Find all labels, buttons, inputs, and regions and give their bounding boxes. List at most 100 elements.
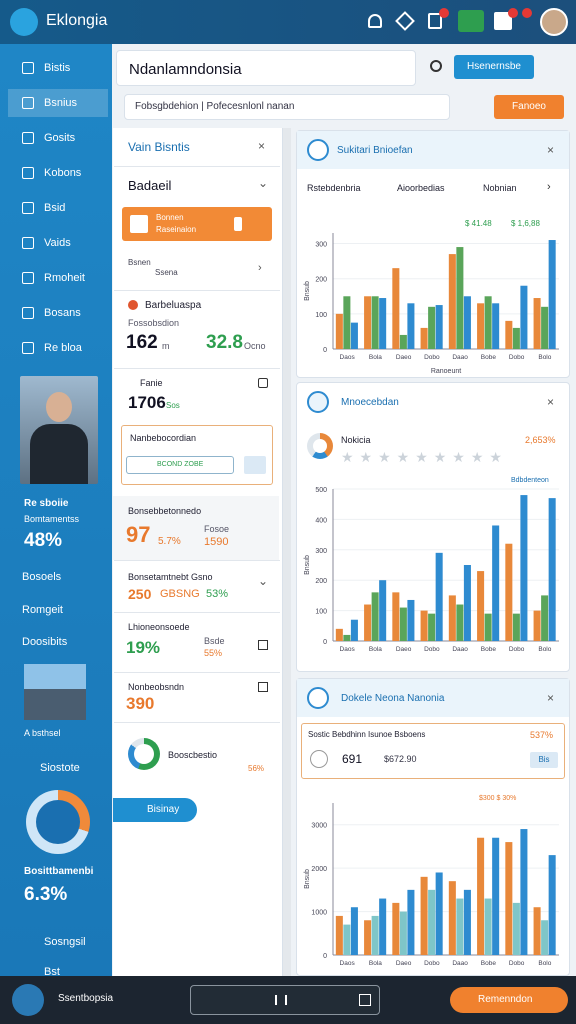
nav-item[interactable]: Re bloa <box>8 334 108 362</box>
top-button[interactable]: Hsenernsbe <box>454 55 534 79</box>
chevron[interactable]: › <box>258 262 262 274</box>
promo[interactable]: Bonnen Raseinaion <box>122 207 272 241</box>
search-input[interactable]: Fobsgbdehion | Pofecesnlonl nanan <box>124 94 450 120</box>
bar <box>512 327 520 349</box>
tab[interactable]: Nobnian <box>483 183 517 193</box>
action-button[interactable]: Fanoeo <box>494 95 564 119</box>
bottom-button[interactable]: Remenndon <box>450 987 568 1013</box>
x-tick-label: Bolo <box>538 646 551 653</box>
item-sub: Ssena <box>155 268 178 277</box>
bar <box>505 320 513 349</box>
avatar[interactable] <box>540 8 568 36</box>
bar <box>350 322 358 349</box>
panel-title: Vain Bisntis <box>128 140 190 154</box>
stars[interactable]: ★★★★★★★★★ <box>341 449 508 465</box>
nav-label: Vaids <box>44 237 71 249</box>
box-value: 691 <box>342 752 363 766</box>
bar <box>364 604 372 641</box>
bar <box>343 924 351 955</box>
nav-item[interactable]: Bsnius <box>8 89 108 117</box>
close[interactable]: × <box>258 139 266 153</box>
y-tick-label: 300 <box>315 242 327 249</box>
search-icon[interactable] <box>430 60 442 72</box>
card-header <box>297 131 569 169</box>
bar <box>420 327 428 349</box>
chevron[interactable]: › <box>547 181 551 193</box>
media-controls[interactable] <box>190 985 380 1015</box>
bar <box>484 898 492 955</box>
panel-button[interactable]: Bisinay <box>113 798 197 822</box>
stat-value: 250 <box>128 586 152 602</box>
page-title: Ndanlamndonsia <box>129 61 242 78</box>
x-tick-label: Bola <box>369 960 382 967</box>
stat-title: Barbeluaspa <box>145 300 202 311</box>
brand: Eklongia <box>46 12 108 29</box>
bag-icon[interactable] <box>428 13 442 29</box>
link[interactable]: Sosngsil <box>44 936 86 948</box>
profile-title: Re sboiie <box>24 498 69 509</box>
profile-sub: Bomtamentss <box>24 514 80 524</box>
item-title: Bsnen <box>128 258 151 267</box>
stat-value: 19% <box>126 638 161 657</box>
nav-item[interactable]: Gosits <box>8 124 108 152</box>
link[interactable]: Siostote <box>40 762 80 774</box>
chevron[interactable]: ⌄ <box>258 574 269 588</box>
close[interactable]: × <box>547 395 555 409</box>
box-button[interactable] <box>244 456 266 474</box>
icon[interactable] <box>258 682 268 692</box>
bar <box>463 565 471 641</box>
profile-value: 48% <box>24 530 63 551</box>
icon[interactable] <box>258 640 268 650</box>
x-tick-label: Daao <box>452 354 468 361</box>
bar <box>407 599 415 641</box>
stat-unit: Ocno <box>244 341 266 351</box>
bar <box>533 907 541 955</box>
stat-unit: GBSNG <box>160 588 200 600</box>
box-input[interactable]: BCOND ZOBE <box>126 456 234 474</box>
bottom-bar: Ssentbopsia Remenndon <box>0 976 576 1024</box>
divider <box>114 560 280 561</box>
bar <box>520 495 528 641</box>
tag-icon[interactable] <box>395 11 415 31</box>
tab[interactable]: Rstebdenbria <box>307 183 361 193</box>
nav-label: Re bloa <box>44 342 82 354</box>
x-tick-label: Bobe <box>481 354 497 361</box>
nav-label: Rmoheit <box>44 272 85 284</box>
x-tick-label: Daeo <box>396 354 412 361</box>
x-tick-label: Dobo <box>424 354 440 361</box>
bar <box>448 254 456 349</box>
link[interactable]: Romgeit <box>22 604 63 616</box>
bar <box>548 855 556 955</box>
note: Bdbdenteon <box>511 477 549 484</box>
y-axis-label: Bnsub <box>304 869 311 889</box>
link[interactable]: Doosibits <box>22 636 68 648</box>
icon[interactable] <box>258 378 268 388</box>
y-tick-label: 1000 <box>311 910 327 917</box>
select[interactable]: Badaeil <box>128 178 172 193</box>
scrollbar[interactable] <box>283 128 291 976</box>
bar <box>428 306 436 349</box>
close[interactable]: × <box>547 143 555 157</box>
nav-item[interactable]: Kobons <box>8 159 108 187</box>
tab[interactable]: Aioorbedias <box>397 183 445 193</box>
box-button[interactable]: Bis <box>530 752 558 768</box>
link[interactable]: Bosoels <box>22 571 62 583</box>
nav-item[interactable]: Bistis <box>8 54 108 82</box>
bar <box>343 634 351 641</box>
bell-icon[interactable] <box>368 14 382 28</box>
nav-item[interactable]: Rmoheit <box>8 264 108 292</box>
chat-button[interactable] <box>458 10 484 32</box>
nav-item[interactable]: Bosans <box>8 299 108 327</box>
bar <box>335 628 343 641</box>
close[interactable]: × <box>547 691 555 705</box>
doc-icon[interactable] <box>494 12 512 30</box>
x-tick-label: Dobo <box>509 646 525 653</box>
bar <box>407 889 415 955</box>
link[interactable]: Bst <box>44 966 60 978</box>
donut-title: Bosittbamenbi <box>24 866 94 877</box>
box-value: $672.90 <box>384 754 417 764</box>
nav-item[interactable]: Bsid <box>8 194 108 222</box>
nav-item[interactable]: Vaids <box>8 229 108 257</box>
divider <box>114 166 280 167</box>
bar <box>541 595 549 641</box>
